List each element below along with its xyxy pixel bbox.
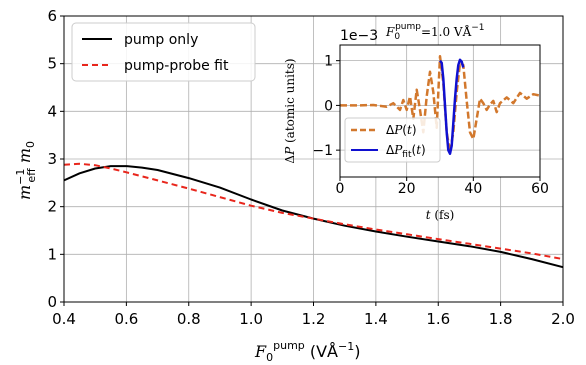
main-legend: pump only pump-probe fit (71, 22, 256, 82)
main-x-tick-label-7: 1.8 (489, 310, 513, 328)
inset-y-tick-label-2: 1 (324, 54, 333, 70)
inset-title: F0pump=1.0 VÅ−1 (385, 22, 485, 42)
inset-x-tick-label-0: 0 (336, 181, 345, 197)
main-y-tick-label-4: 4 (47, 102, 57, 120)
inset-series (340, 54, 541, 155)
main-x-tick-label-6: 1.6 (426, 310, 450, 328)
legend-label-delta-p-fit: ΔPfit(t) (386, 143, 426, 160)
main-y-tick-label-2: 2 (47, 198, 57, 216)
main-x-tick-label-2: 0.8 (177, 310, 201, 328)
main-x-tick-label-5: 1.4 (364, 310, 388, 328)
main-series-pump-probe-fit (63, 162, 564, 261)
main-series (63, 162, 564, 269)
inset-x-axis-label: t (fs) (426, 208, 455, 222)
legend-label-delta-p: ΔP(t) (386, 123, 417, 137)
main-y-tick-label-1: 1 (47, 245, 57, 263)
inset-series-p-t (340, 54, 541, 154)
main-ticks: 0.4 0.6 0.8 1.0 1.2 1.4 1.6 1.8 2.0 0 1 2 3 4 5 6 (47, 7, 574, 328)
main-x-tick-label-3: 1.0 (239, 310, 263, 328)
inset-y-tick-label-1: 0 (324, 98, 333, 114)
inset-series-p-fit-t (439, 58, 465, 155)
inset-x-tick-label-3: 60 (531, 181, 549, 197)
main-x-tick-label-4: 1.2 (302, 310, 326, 328)
inset-x-tick-label-2: 40 (464, 181, 482, 197)
main-y-axis-label: m−1eff m0 (14, 141, 38, 200)
main-x-tick-label-0: 0.4 (52, 310, 76, 328)
main-y-tick-label-3: 3 (47, 150, 57, 168)
main-y-tick-label-6: 6 (47, 7, 57, 25)
main-y-tick-label-5: 5 (47, 55, 57, 73)
main-series-pump-only (63, 165, 564, 269)
inset-y-axis-label: ΔP (atomic units) (283, 58, 297, 163)
inset-legend: ΔP(t) ΔPfit(t) (344, 117, 441, 163)
legend-label-pump-probe-fit: pump-probe fit (124, 58, 229, 74)
main-x-tick-label-8: 2.0 (551, 310, 575, 328)
inset-plot-frame (339, 44, 541, 178)
inset-x-tick-label-1: 20 (398, 181, 416, 197)
inset-y-tick-label-0: −1 (312, 143, 333, 159)
main-x-tick-label-1: 0.6 (114, 310, 138, 328)
inset-scale-label: 1e−3 (340, 28, 378, 44)
main-y-tick-label-0: 0 (47, 293, 57, 311)
legend-label-pump-only: pump only (124, 32, 198, 48)
main-x-axis-label: F0pump (VÅ−1) (254, 339, 360, 364)
inset-ticks: 0 20 40 60 −1 0 1 (312, 54, 549, 197)
